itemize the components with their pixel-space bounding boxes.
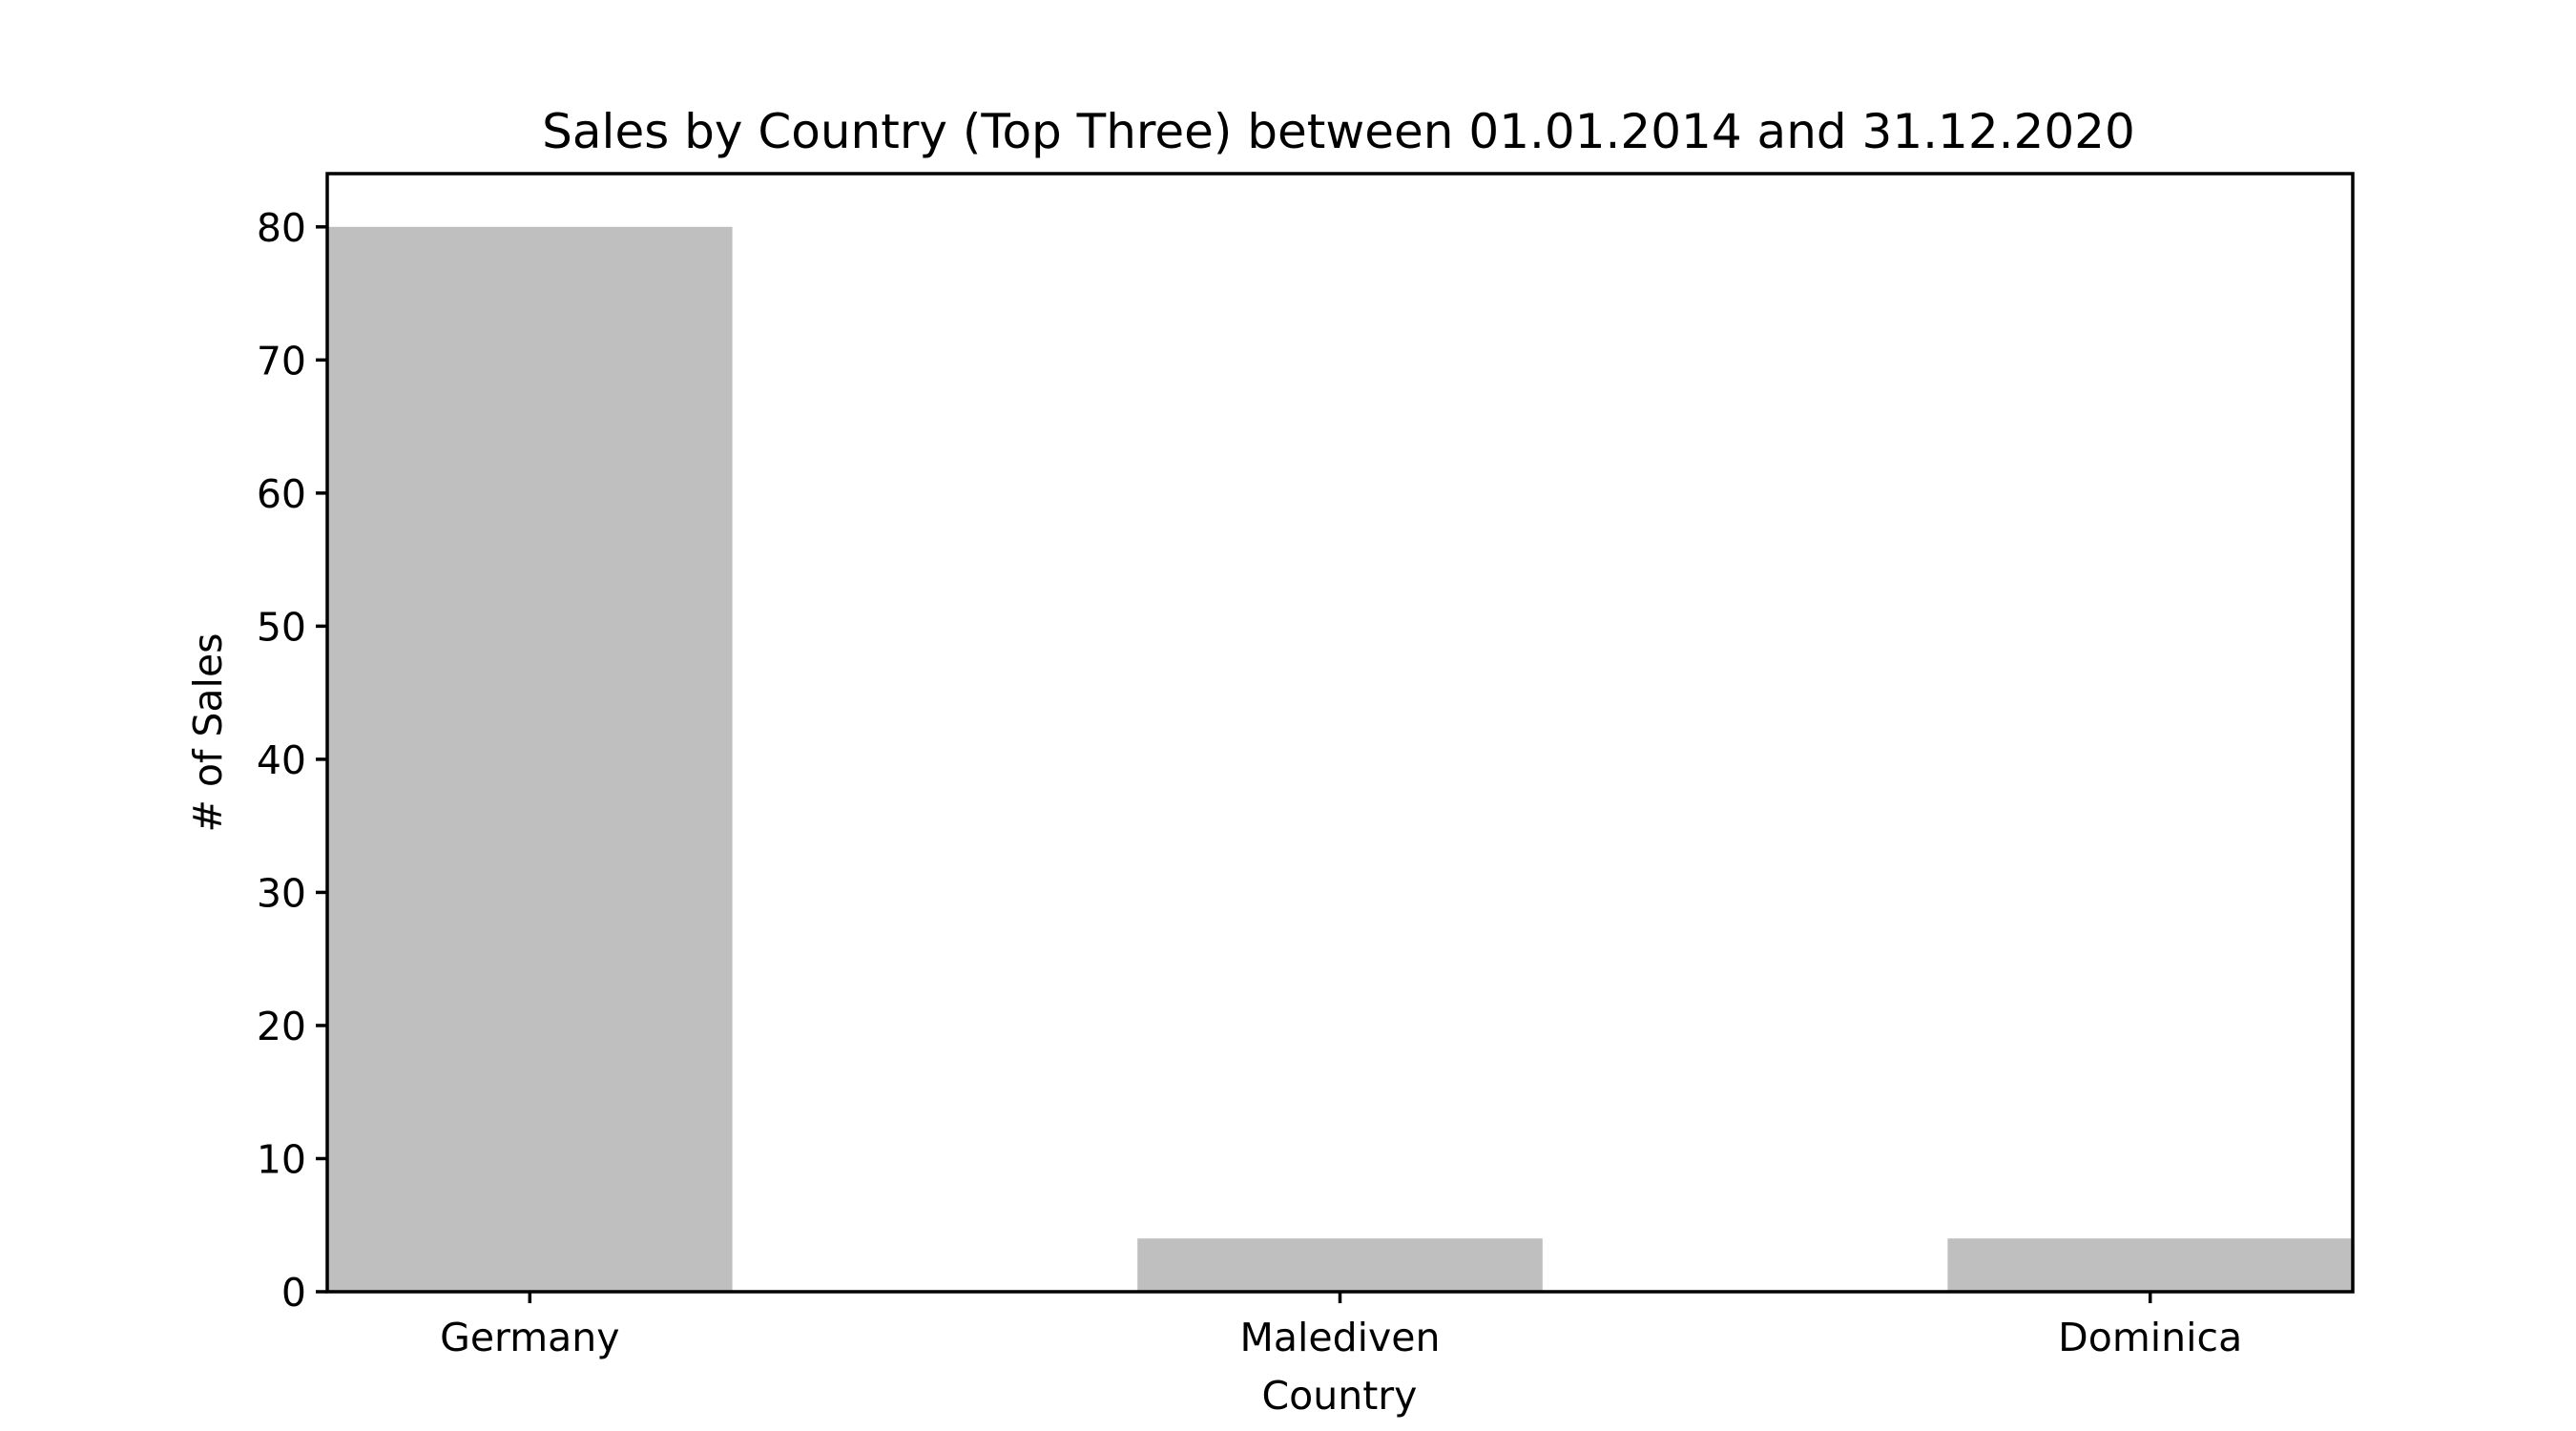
bar-dominica bbox=[1947, 1238, 2353, 1292]
y-axis-ticks: 0 10 20 30 40 50 60 70 80 bbox=[257, 205, 327, 1316]
x-tick-label: Dominica bbox=[2058, 1315, 2242, 1360]
x-tick-label: Germany bbox=[440, 1315, 619, 1360]
y-tick-label: 0 bbox=[281, 1270, 306, 1316]
x-axis-label: Country bbox=[1262, 1373, 1418, 1419]
y-tick-label: 40 bbox=[257, 737, 306, 783]
y-tick-label: 80 bbox=[257, 205, 306, 251]
y-tick-label: 50 bbox=[257, 604, 306, 650]
x-axis-ticks: Germany Malediven Dominica bbox=[440, 1292, 2242, 1360]
bars-layer bbox=[327, 227, 2353, 1292]
chart-title: Sales by Country (Top Three) between 01.… bbox=[542, 104, 2135, 159]
bar-malediven bbox=[1137, 1238, 1543, 1292]
x-tick-label: Malediven bbox=[1239, 1315, 1440, 1360]
y-tick-label: 60 bbox=[257, 471, 306, 517]
y-tick-label: 70 bbox=[257, 338, 306, 384]
y-tick-label: 10 bbox=[257, 1136, 306, 1182]
y-tick-label: 30 bbox=[257, 870, 306, 916]
y-axis-label: # of Sales bbox=[185, 633, 231, 832]
bar-germany bbox=[327, 227, 733, 1292]
y-tick-label: 20 bbox=[257, 1004, 306, 1049]
